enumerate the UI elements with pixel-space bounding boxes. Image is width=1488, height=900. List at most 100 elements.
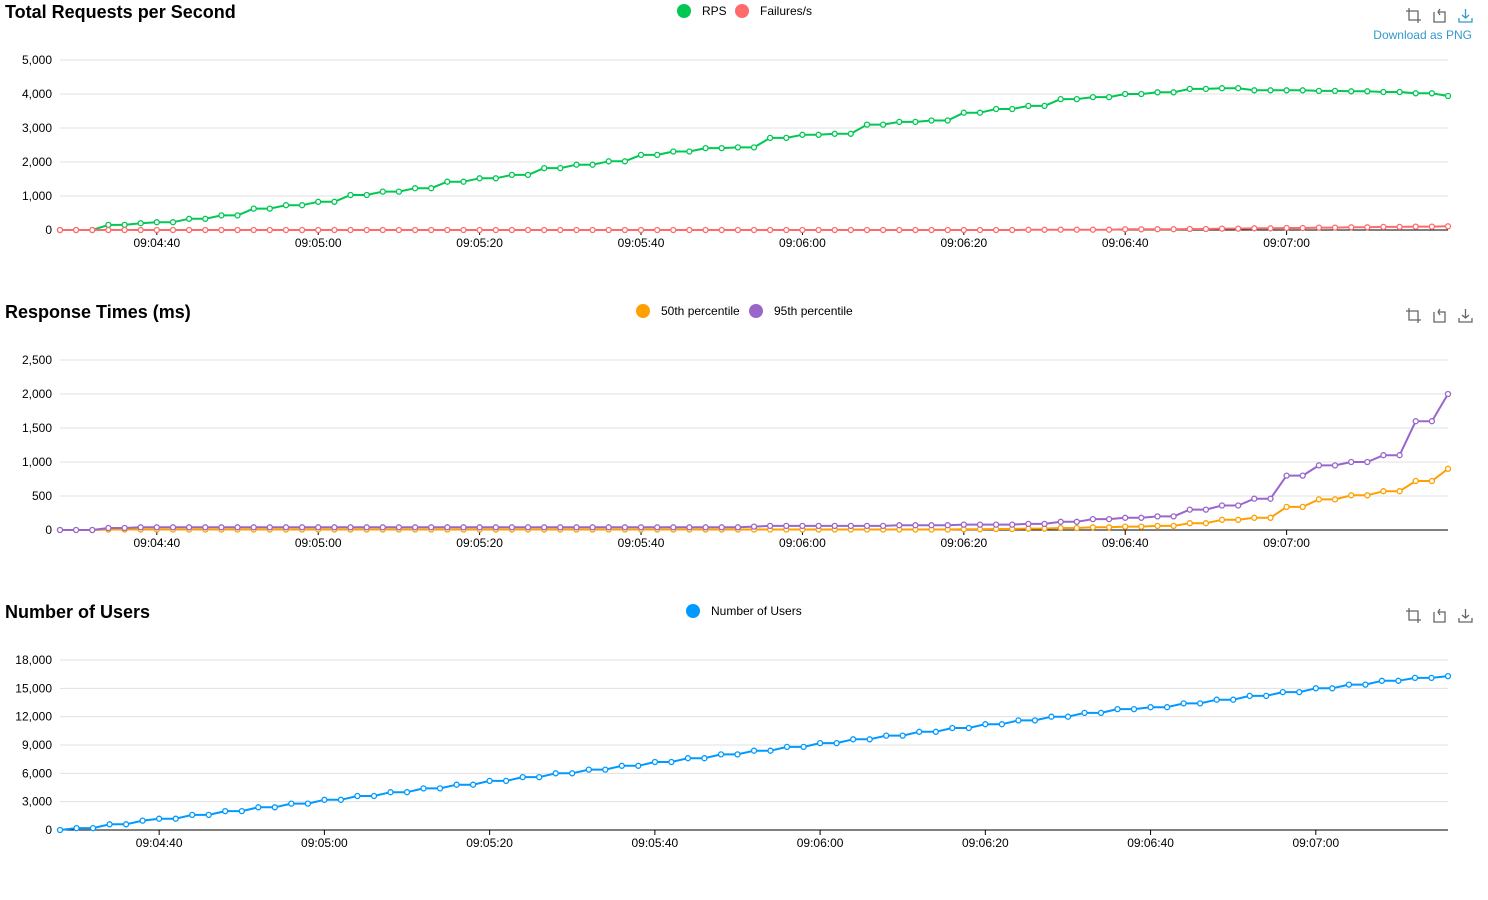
data-point-failures-s [444,226,451,234]
zoom-icon[interactable] [1405,607,1422,624]
data-point-50th-percentile [1122,523,1129,530]
data-point-failures-s [896,226,903,234]
data-point-95th-percentile [928,522,935,529]
x-tick-label: 09:05:20 [466,836,513,850]
zoom-reset-icon[interactable] [1431,307,1448,324]
data-point-95th-percentile [879,522,887,530]
data-point-failures-s [1073,226,1080,233]
data-point-rps [411,185,419,192]
data-point-failures-s [1299,224,1306,232]
data-point-number-of-users [453,781,460,788]
data-point-rps [347,191,354,199]
data-point-failures-s [605,226,612,234]
data-point-number-of-users [734,751,741,758]
data-point-number-of-users [502,777,510,785]
data-point-failures-s [460,226,467,234]
data-point-rps [1348,88,1355,95]
data-point-50th-percentile [1170,522,1177,530]
data-point-95th-percentile [1299,472,1306,479]
legend-item-failures[interactable]: Failures/s [735,4,812,18]
y-tick-label: 0 [45,223,52,237]
data-point-95th-percentile [169,524,177,531]
x-tick-label: 09:06:40 [1102,536,1149,550]
data-point-95th-percentile [1251,495,1258,502]
data-point-95th-percentile [1041,520,1048,528]
data-point-95th-percentile [444,524,451,531]
download-icon[interactable] [1457,607,1474,624]
data-point-failures-s [1057,226,1064,233]
data-point-failures-s [992,226,1000,234]
data-point-number-of-users [816,739,824,747]
data-point-failures-s [557,226,564,234]
data-point-number-of-users [486,777,493,785]
data-point-rps [1251,87,1258,94]
data-point-95th-percentile [831,522,838,530]
data-point-failures-s [1041,226,1048,233]
data-point-95th-percentile [605,524,612,531]
y-tick-label: 4,000 [22,87,52,101]
data-point-number-of-users [1196,700,1204,707]
data-point-number-of-users [701,755,708,762]
data-point-rps [460,178,467,185]
download-icon[interactable] [1457,307,1474,324]
data-point-95th-percentile [1009,521,1016,528]
data-point-rps [750,144,758,151]
x-tick-label: 09:06:20 [940,236,987,250]
data-point-failures-s [185,226,193,234]
data-point-number-of-users [122,821,130,828]
data-point-failures-s [734,226,742,234]
data-point-number-of-users [469,781,477,788]
data-point-failures-s [912,226,919,234]
data-point-failures-s [1154,226,1161,233]
data-point-number-of-users [1147,704,1154,711]
data-point-rps [428,185,435,192]
data-point-rps [718,144,725,152]
data-point-number-of-users [982,721,989,728]
data-point-50th-percentile [1315,496,1323,503]
data-point-50th-percentile [1202,520,1210,527]
data-point-failures-s [1138,226,1145,233]
data-point-50th-percentile [1380,488,1387,495]
data-point-rps [1396,88,1403,96]
data-point-50th-percentile [1186,520,1193,527]
data-point-failures-s [492,226,499,234]
data-point-50th-percentile [1364,492,1371,499]
legend-item-50th-percentile[interactable]: 50th percentile [636,304,740,318]
y-tick-label: 0 [45,823,52,837]
legend-item-number-of-users[interactable]: Number of Users [686,604,802,618]
zoom-icon[interactable] [1405,307,1422,324]
data-point-failures-s [476,226,483,234]
legend-item-95th-percentile[interactable]: 95th percentile [749,304,853,318]
zoom-reset-icon[interactable] [1431,7,1448,24]
data-point-failures-s [1218,225,1226,232]
rps-chart-panel: 0 1,000 2,000 3,000 4,000 5,000 09:04:40 09:05:… [0,0,1488,300]
data-point-95th-percentile [460,524,467,531]
data-point-failures-s [1315,224,1323,231]
data-point-95th-percentile [185,524,193,531]
data-point-number-of-users [1213,696,1220,703]
data-point-rps [1412,90,1419,97]
data-point-rps [266,205,273,212]
data-point-number-of-users [618,762,625,769]
data-point-failures-s [1364,224,1371,231]
data-point-50th-percentile [1105,524,1113,531]
data-point-rps [1267,87,1274,94]
data-point-failures-s [508,226,516,234]
data-point-95th-percentile [347,524,354,531]
data-point-rps [476,175,483,182]
data-point-number-of-users [403,789,411,796]
zoom-icon[interactable] [1405,7,1422,24]
data-point-rps [766,134,774,142]
zoom-reset-icon[interactable] [1431,607,1448,624]
legend-item-rps[interactable]: RPS [677,4,727,18]
data-point-95th-percentile [395,524,403,531]
data-point-rps [1202,85,1210,93]
y-tick-label: 500 [32,489,52,503]
data-point-95th-percentile [1380,452,1387,459]
data-point-number-of-users [1048,713,1055,720]
data-point-50th-percentile [1073,524,1080,532]
data-point-failures-s [234,226,241,234]
data-point-number-of-users [288,800,295,807]
download-icon[interactable] [1457,7,1474,24]
data-point-failures-s [153,226,160,234]
